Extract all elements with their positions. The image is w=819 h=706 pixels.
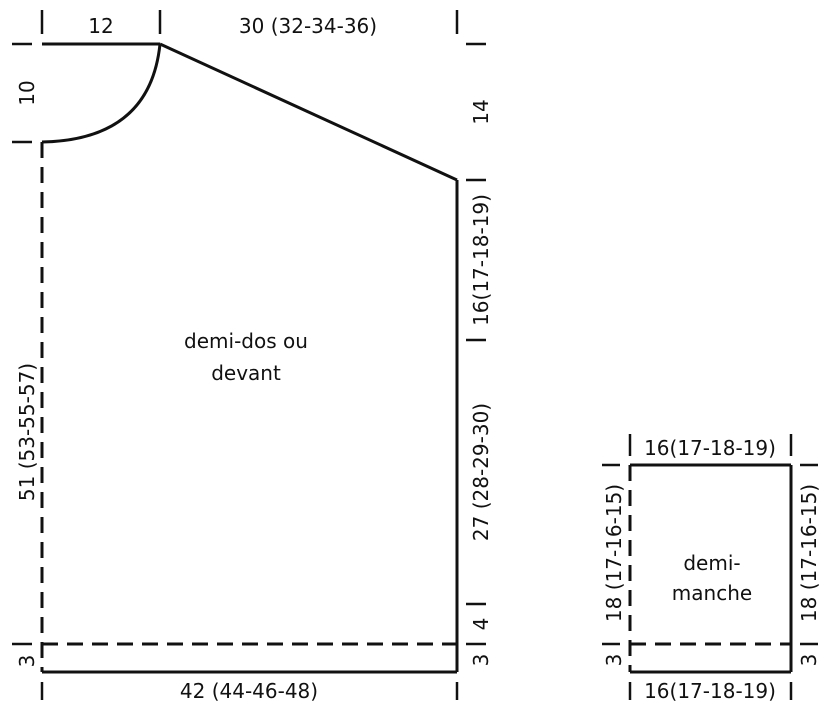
total-length-label: 51 (53-55-57) <box>15 363 39 501</box>
body-title-line2: devant <box>211 361 281 385</box>
sleeve-left-hem-label: 3 <box>602 654 626 667</box>
sleeve-right-length-label: 18 (17-16-15) <box>797 484 819 622</box>
sleeve-title-line2: manche <box>672 581 752 605</box>
neckline-curve <box>41 43 162 144</box>
sleeve-bottom-width-label: 16(17-18-19) <box>644 679 776 703</box>
hem-right-label: 3 <box>469 654 493 667</box>
sleeve-title-line1: demi- <box>683 551 740 575</box>
rib-right-label: 4 <box>469 618 493 631</box>
shoulder-drop-label: 14 <box>469 99 493 124</box>
body-piece: 12 30 (32-34-36) 10 51 (53-55-57) 3 14 1… <box>12 10 493 703</box>
sleeve-top-width-label: 16(17-18-19) <box>644 436 776 460</box>
shoulder-width-label: 30 (32-34-36) <box>239 14 377 38</box>
neck-depth-label: 10 <box>15 80 39 105</box>
sleeve-right-hem-label: 3 <box>797 654 819 667</box>
shoulder-slope <box>159 42 458 182</box>
body-title-line1: demi-dos ou <box>184 329 308 353</box>
bottom-width-label: 42 (44-46-48) <box>180 679 318 703</box>
side-length-label: 27 (28-29-30) <box>469 403 493 541</box>
hem-left-label: 3 <box>15 655 39 668</box>
armhole-depth-label: 16(17-18-19) <box>469 194 493 326</box>
sleeve-piece: 16(17-18-19) 16(17-18-19) 18 (17-16-15) … <box>602 434 819 703</box>
sleeve-left-length-label: 18 (17-16-15) <box>602 484 626 622</box>
neck-width-label: 12 <box>88 14 113 38</box>
